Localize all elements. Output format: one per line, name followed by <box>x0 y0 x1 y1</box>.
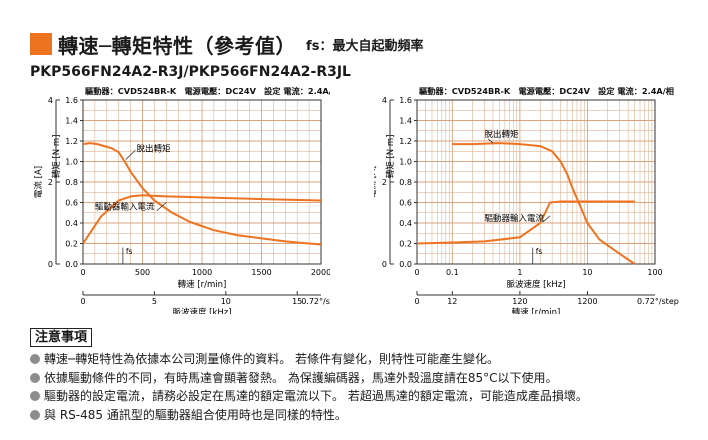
section-header: 轉速─轉矩特性（參考值） fs：最大自起動頻率 <box>30 31 424 58</box>
note-item: 依據驅動條件的不同，有時馬達會顯著發熱。 為保護編碼器，馬達外殼溫度請在85°C… <box>30 369 588 388</box>
y-tick-label: 1.2 <box>399 137 412 146</box>
chart-left: 驅動器：CVD524BR-K 電源電壓：DC24V 設定 電流：2.4A/相 0.… <box>33 86 330 314</box>
section-subtitle: fs：最大自起動頻率 <box>306 38 424 54</box>
y2-tick-label: 4 <box>48 96 53 105</box>
leader-line <box>156 202 167 212</box>
x-tick-label: 1500 <box>251 268 271 277</box>
x-tick-label: 10 <box>582 268 592 277</box>
y-tick-label: 0.2 <box>65 240 78 249</box>
orange-square-icon <box>30 33 52 55</box>
x-tick-label: 0 <box>80 268 85 277</box>
series-label: 驅動器輸入電流 <box>95 202 155 213</box>
x2-tick-label: 10 <box>221 297 231 306</box>
x2-tick-label: 0 <box>414 297 419 306</box>
series-label: 脫出轉矩 <box>485 129 520 140</box>
input-current-line <box>416 200 635 245</box>
y-tick-label: 1.6 <box>65 96 78 105</box>
x2-tick-label: 0.72°/step <box>637 297 679 306</box>
y2-tick-label: 4 <box>382 96 387 105</box>
chart-info: 驅動器：CVD524BR-K 電源電壓：DC24V 設定 電流：2.4A/相 <box>419 86 674 96</box>
y-tick-label: 0.6 <box>399 199 412 208</box>
note-item: 與 RS-485 通訊型的驅動器組合使用時也是同樣的特性。 <box>30 406 588 425</box>
y-tick-label: 1.4 <box>399 117 412 126</box>
x-tick-label: 2000 <box>311 268 330 277</box>
x2-tick-label: 0 <box>80 297 85 306</box>
leader-line <box>542 215 551 223</box>
x-tick-label: 100 <box>647 268 662 277</box>
x2-tick-label: 12 <box>447 297 457 306</box>
y-tick-label: 0.8 <box>65 178 78 187</box>
notes-section: 注意事項 轉速─轉矩特性為依據本公司測量條件的資料。 若條件有變化，則特性可能產… <box>30 326 588 424</box>
x2-axis-label: 轉速 [r/min] <box>512 307 561 314</box>
y-tick-label: 1.0 <box>399 158 412 167</box>
x2-tick-label: 1200 <box>577 297 597 306</box>
section-title: 轉速─轉矩特性（參考值） <box>58 33 297 58</box>
x-tick-label: 1000 <box>192 268 212 277</box>
y-tick-label: 1.4 <box>65 117 78 126</box>
note-item: 轉速─轉矩特性為依據本公司測量條件的資料。 若條件有變化，則特性可能產生變化。 <box>30 350 588 369</box>
notes-list: 轉速─轉矩特性為依據本公司測量條件的資料。 若條件有變化，則特性可能產生變化。 … <box>30 350 588 424</box>
y2-tick-label: 2 <box>48 178 53 187</box>
x-tick-label: 0 <box>414 268 419 277</box>
y2-tick-label: 2 <box>382 178 387 187</box>
y-tick-label: 1.2 <box>65 137 78 146</box>
y2-axis-label: 電流 [A] <box>33 166 44 198</box>
fs-label: fs <box>126 247 133 256</box>
y-tick-label: 0.4 <box>65 219 78 228</box>
x-axis-label: 轉速 [r/min] <box>178 279 227 290</box>
y-tick-label: 0.6 <box>65 199 78 208</box>
x-tick-label: 500 <box>135 268 150 277</box>
model-name: PKP566FN24A2-R3J/PKP566FN24A2-R3JL <box>30 64 351 80</box>
x2-tick-label: 15 <box>292 297 302 306</box>
series-label: 驅動器輸入電流 <box>485 213 545 224</box>
x2-tick-label: 5 <box>152 297 157 306</box>
pullout-torque-line <box>82 142 322 246</box>
x-tick-label: 1 <box>517 268 522 277</box>
series-label: 脫出轉矩 <box>137 143 172 154</box>
x-tick-label: 0.1 <box>446 268 459 277</box>
y-tick-label: 1.6 <box>399 96 412 105</box>
fs-label: fs <box>536 247 543 256</box>
y2-axis-label: 電流 [A] <box>374 166 378 198</box>
y2-tick-label: 0 <box>382 260 387 269</box>
x2-tick-label: 0.72°/step <box>301 297 330 306</box>
x-axis-label: 脈波速度 [kHz] <box>506 279 565 290</box>
y-tick-label: 0.8 <box>399 178 412 187</box>
y-tick-label: 0.4 <box>399 219 412 228</box>
x2-axis-label: 脈波速度 [kHz] <box>172 307 231 314</box>
input-current-line <box>82 194 322 245</box>
chart-right: 驅動器：CVD524BR-K 電源電壓：DC24V 設定 電流：2.4A/相 0.… <box>374 86 679 314</box>
y-tick-label: 1.0 <box>65 158 78 167</box>
chart-info: 驅動器：CVD524BR-K 電源電壓：DC24V 設定 電流：2.4A/相 <box>85 86 330 96</box>
y2-tick-label: 0 <box>48 260 53 269</box>
notes-title: 注意事項 <box>30 328 93 347</box>
leader-line <box>487 138 494 144</box>
y-tick-label: 0.0 <box>65 260 78 269</box>
leader-line <box>125 149 136 160</box>
y-tick-label: 0.2 <box>399 240 412 249</box>
x2-tick-label: 120 <box>512 297 527 306</box>
y-tick-label: 0.0 <box>399 260 412 269</box>
note-item: 驅動器的設定電流，請務必設定在馬達的額定電流以下。 若超過馬達的額定電流，可能造… <box>30 387 588 406</box>
pullout-torque-line <box>452 142 636 265</box>
